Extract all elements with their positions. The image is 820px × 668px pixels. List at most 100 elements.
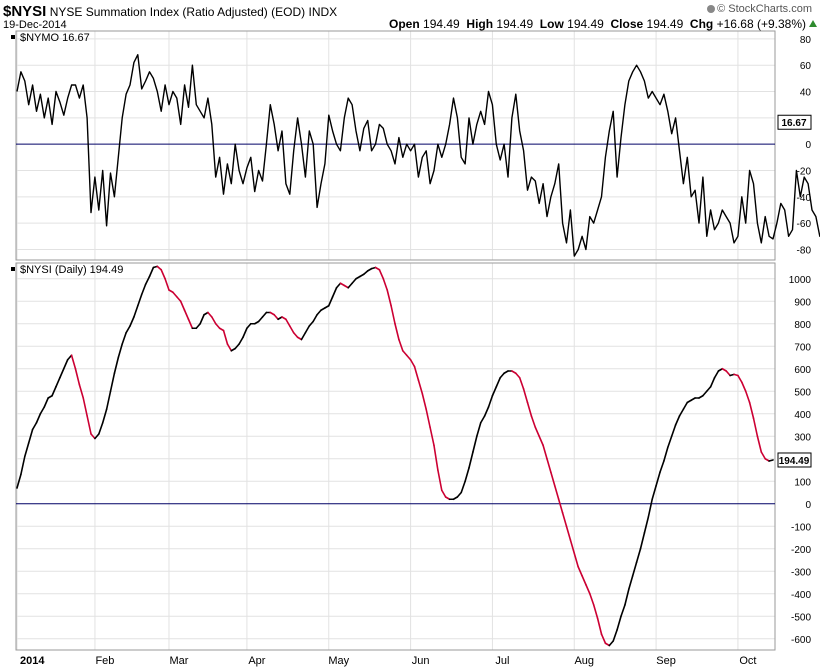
nysi-line-segment bbox=[31, 421, 38, 431]
y-tick-label: 0 bbox=[805, 140, 811, 151]
nysi-line-segment bbox=[105, 390, 112, 411]
nysi-line-segment bbox=[101, 408, 108, 424]
nysi-line-segment bbox=[214, 322, 221, 330]
nysi-line-segment bbox=[148, 266, 155, 278]
x-tick-label: Mar bbox=[170, 655, 189, 667]
nysi-line-segment bbox=[183, 309, 190, 321]
nysi-line-segment bbox=[756, 435, 763, 453]
nysi-line-segment bbox=[335, 282, 342, 289]
nysi-line-segment bbox=[643, 516, 650, 534]
low-label: Low bbox=[539, 17, 564, 31]
nysi-line-segment bbox=[596, 617, 603, 636]
nysi-line-segment bbox=[741, 381, 747, 393]
nysi-line-segment bbox=[20, 455, 26, 476]
nysi-line-segment bbox=[705, 385, 712, 393]
nysi-line-segment bbox=[273, 313, 279, 321]
x-tick-label: Feb bbox=[95, 655, 114, 667]
nysi-line-segment bbox=[565, 525, 572, 541]
nysi-line-segment bbox=[530, 415, 537, 429]
nysi-line-segment bbox=[437, 469, 443, 492]
nysi-line-segment bbox=[382, 277, 389, 291]
y-tick-label: 500 bbox=[794, 387, 811, 398]
nysi-line-segment bbox=[351, 277, 357, 285]
nysi-line-segment bbox=[117, 343, 124, 359]
nysi-line-segment bbox=[483, 406, 490, 417]
chart-header: $NYSI NYSE Summation Index (Ratio Adjust… bbox=[3, 3, 337, 20]
nysi-line-segment bbox=[199, 313, 205, 325]
nysi-line-segment bbox=[347, 282, 353, 289]
nysi-line-segment bbox=[670, 424, 677, 438]
grid bbox=[16, 31, 775, 650]
nysi-line-segment bbox=[211, 316, 217, 325]
nysi-line-segment bbox=[577, 565, 583, 577]
nysi-line-segment bbox=[651, 484, 657, 501]
nysi-line-segment bbox=[464, 466, 470, 483]
nysi-line-segment bbox=[460, 480, 466, 494]
y-tick-label: -80 bbox=[797, 245, 812, 256]
nysi-line-segment bbox=[748, 401, 755, 420]
nysi-line-segment bbox=[678, 408, 685, 417]
nysi-line-segment bbox=[300, 331, 307, 341]
nysi-line-segment bbox=[78, 383, 85, 399]
nysi-line-segment bbox=[569, 538, 576, 555]
nysi-line-segment bbox=[635, 547, 642, 564]
nysi-line-segment bbox=[292, 331, 299, 339]
nysi-line-segment bbox=[308, 320, 314, 327]
y-tick-label: 700 bbox=[794, 342, 811, 353]
nymo-last-value-label: 16.67 bbox=[781, 118, 806, 129]
close-value: 194.49 bbox=[646, 17, 684, 31]
nysi-line-segment bbox=[534, 426, 540, 438]
description-label: NYSE Summation Index (Ratio Adjusted) (E… bbox=[49, 5, 306, 19]
nysi-line-segment bbox=[238, 336, 244, 345]
x-tick-label: Jun bbox=[412, 655, 430, 667]
nysi-line-segment bbox=[409, 358, 416, 368]
nysi-line-segment bbox=[27, 428, 34, 444]
nymo-panel-border bbox=[15, 30, 776, 261]
x-tick-label: Sep bbox=[656, 655, 676, 667]
nysi-line-segment bbox=[70, 354, 77, 370]
nysi-line-segment bbox=[144, 275, 151, 286]
y-tick-label: -60 bbox=[797, 219, 812, 230]
y-tick-label: 0 bbox=[805, 500, 811, 511]
open-label: Open bbox=[389, 17, 420, 31]
nysi-line-segment bbox=[620, 604, 626, 618]
nysi-line-segment bbox=[546, 457, 552, 474]
nysi-panel: $NYSI (Daily) 194.49 -600 -500 -400 -300 -20… bbox=[11, 264, 812, 647]
nysi-line-segment bbox=[288, 325, 295, 334]
x-tick-label: Apr bbox=[248, 655, 265, 667]
nysi-line-segment bbox=[768, 459, 774, 462]
y-tick-label: 800 bbox=[794, 320, 811, 331]
nysi-line-segment bbox=[285, 318, 291, 327]
low-value: 194.49 bbox=[567, 17, 604, 31]
up-arrow-icon bbox=[809, 20, 817, 27]
nysi-line-segment bbox=[487, 394, 494, 408]
y-tick-label: -200 bbox=[791, 545, 811, 556]
nysi-line-segment bbox=[553, 484, 560, 501]
nysi-line-segment bbox=[709, 376, 716, 388]
x-tick-label: May bbox=[328, 655, 349, 667]
nysi-line-segment bbox=[82, 397, 88, 417]
nysi-line-segment bbox=[257, 316, 264, 323]
nysi-line-segment bbox=[23, 442, 30, 458]
nysi-line-segment bbox=[538, 435, 544, 447]
nysi-line-segment bbox=[666, 435, 673, 449]
nysi-line-segment bbox=[491, 385, 498, 397]
y-tick-label: 60 bbox=[800, 61, 812, 72]
nysi-line-segment bbox=[405, 354, 412, 361]
y-tick-label: 300 bbox=[794, 432, 811, 443]
nysi-line-segment bbox=[43, 397, 49, 408]
x-tick-label: Jul bbox=[495, 655, 509, 667]
nysi-line-segment bbox=[51, 385, 57, 397]
nysi-line-segment bbox=[195, 322, 201, 330]
nysi-line-segment bbox=[222, 329, 229, 345]
y-tick-label: -600 bbox=[791, 635, 811, 646]
panels bbox=[15, 30, 776, 651]
nysi-line-segment bbox=[425, 408, 431, 429]
nysi-line-segment bbox=[472, 435, 478, 453]
nysi-panel-border bbox=[15, 262, 776, 651]
y-tick-label: 900 bbox=[794, 297, 811, 308]
nysi-line-segment bbox=[631, 561, 638, 577]
nysi-line-segment bbox=[561, 511, 568, 528]
nysi-line-segment bbox=[413, 365, 420, 381]
